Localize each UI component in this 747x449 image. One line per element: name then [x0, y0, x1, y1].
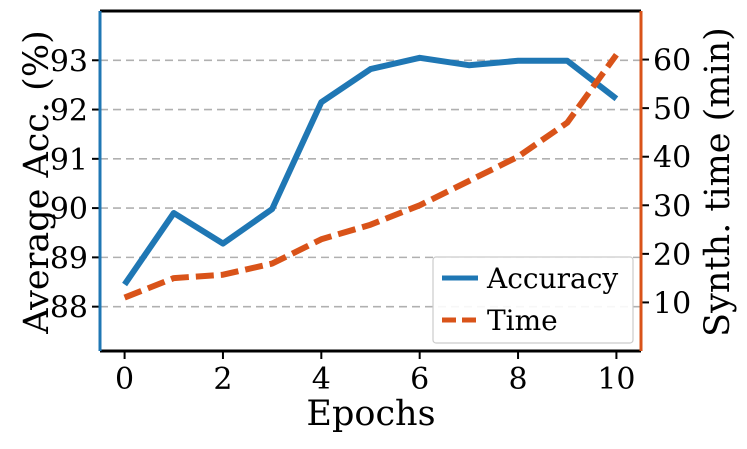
left-tick-label: 91 [50, 143, 88, 178]
right-axis-title: Synth. time (min) [698, 27, 738, 337]
x-tick-label: 6 [410, 362, 429, 397]
legend-label-time: Time [487, 304, 558, 337]
left-tick-label: 89 [50, 241, 88, 276]
x-tick-label: 10 [597, 362, 635, 397]
left-tick-label: 92 [50, 94, 88, 129]
left-tick-label: 90 [50, 192, 88, 227]
legend: Accuracy Time [432, 256, 634, 344]
series-line-time [123, 52, 619, 301]
x-tick-label: 4 [312, 362, 331, 397]
ticks: 88 89 90 91 92 93 10 20 30 40 50 60 0 2 4 6 8 10 [50, 44, 691, 397]
x-axis-title: Epochs [306, 394, 435, 434]
right-tick-label: 50 [653, 92, 691, 127]
right-tick-label: 30 [653, 189, 691, 224]
right-tick-label: 40 [653, 141, 691, 176]
left-tick-label: 88 [50, 291, 88, 326]
right-tick-label: 20 [653, 238, 691, 273]
x-tick-label: 8 [508, 362, 527, 397]
legend-box [432, 256, 634, 344]
left-axis-title: Average Acc. (%) [17, 30, 57, 334]
left-tick-label: 93 [50, 44, 88, 79]
x-tick-label: 0 [115, 362, 134, 397]
series-line-accuracy [122, 54, 619, 287]
legend-label-accuracy: Accuracy [486, 262, 618, 295]
plot-frame [98, 9, 643, 353]
right-tick-label: 10 [653, 286, 691, 321]
right-tick-label: 60 [653, 44, 691, 79]
series-lines [122, 52, 619, 301]
x-tick-label: 2 [213, 362, 232, 397]
